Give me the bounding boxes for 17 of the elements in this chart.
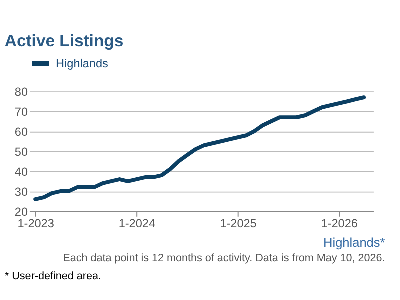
x-tick-label: 1-2023 bbox=[18, 218, 55, 231]
y-tick-label: 40 bbox=[14, 166, 28, 179]
y-tick-label: 50 bbox=[14, 146, 28, 159]
y-tick-label: 20 bbox=[14, 206, 28, 219]
chart-title: Active Listings bbox=[4, 31, 124, 50]
x-tick-label: 1-2025 bbox=[220, 218, 258, 231]
y-tick-label: 80 bbox=[14, 86, 28, 99]
y-tick-label: 70 bbox=[14, 106, 28, 119]
y-tick-label: 60 bbox=[14, 126, 28, 139]
x-tick-label: 1-2024 bbox=[118, 218, 156, 231]
x-tick-label: 1-2026 bbox=[321, 218, 358, 231]
legend-label: Highlands bbox=[56, 57, 109, 70]
y-tick-label: 30 bbox=[14, 186, 28, 199]
line-series bbox=[34, 96, 366, 202]
text: Each data point is 12 months of activity. Data is from May 10, 2026. bbox=[63, 252, 386, 265]
text: Highlands* bbox=[324, 234, 386, 250]
text: * User-defined area. bbox=[4, 270, 102, 282]
